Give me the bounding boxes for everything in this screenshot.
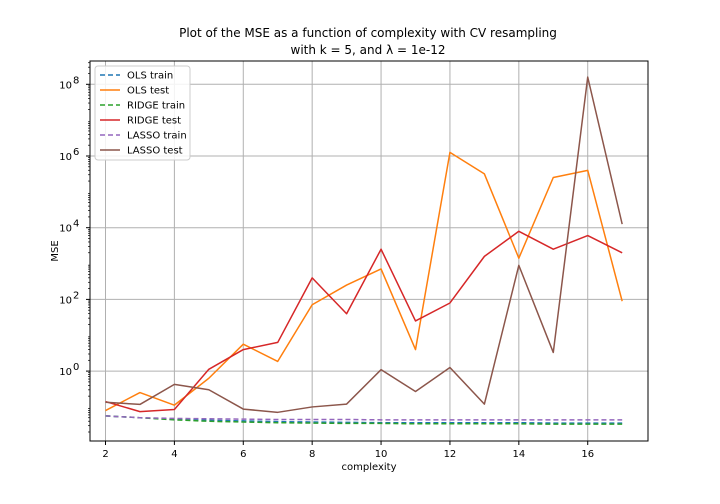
y-tick-label-exponent: 6 bbox=[73, 147, 79, 158]
legend-label-ols-test: OLS test bbox=[127, 86, 169, 97]
y-tick-label: 10 bbox=[59, 295, 72, 306]
series-line-lasso-test bbox=[105, 76, 623, 414]
y-tick-label-exponent: 8 bbox=[73, 75, 79, 86]
x-tick-label: 16 bbox=[581, 449, 594, 460]
y-tick-label-exponent: 0 bbox=[73, 362, 79, 373]
x-tick-label: 8 bbox=[309, 449, 315, 460]
y-tick-label: 10 bbox=[59, 224, 72, 235]
x-tick-label: 4 bbox=[171, 449, 177, 460]
x-tick-label: 14 bbox=[512, 449, 525, 460]
y-tick-label: 10 bbox=[59, 152, 72, 163]
y-tick-label-exponent: 4 bbox=[73, 219, 79, 230]
y-axis-label: MSE bbox=[50, 240, 61, 261]
y-tick-label-exponent: 2 bbox=[73, 290, 79, 301]
x-tick-label: 2 bbox=[102, 449, 108, 460]
x-axis-label: complexity bbox=[342, 462, 397, 473]
legend-label-ridge-train: RIDGE train bbox=[127, 101, 185, 112]
legend: OLS train OLS test RIDGE train RIDGE test LA… bbox=[94, 65, 191, 161]
series-line-ols-train bbox=[105, 415, 623, 424]
chart-title-line-1: Plot of the MSE as a function of complex… bbox=[179, 26, 557, 40]
x-tick-label: 10 bbox=[375, 449, 388, 460]
chart-title-line-2: with k = 5, and λ = 1e-12 bbox=[291, 43, 446, 57]
series-line-ols-test bbox=[105, 151, 623, 412]
series-line-ridge-test bbox=[105, 230, 623, 413]
plot-frame bbox=[89, 60, 649, 442]
y-tick-label: 10 bbox=[59, 80, 72, 91]
x-tick-label: 6 bbox=[240, 449, 246, 460]
legend-label-ridge-test: RIDGE test bbox=[127, 116, 181, 127]
series-line-lasso-train bbox=[105, 415, 623, 421]
legend-label-lasso-train: LASSO train bbox=[127, 131, 187, 142]
y-tick-label: 10 bbox=[59, 367, 72, 378]
legend-label-ols-train: OLS train bbox=[127, 71, 173, 82]
series-line-ridge-train bbox=[105, 415, 623, 425]
legend-label-lasso-test: LASSO test bbox=[127, 146, 183, 157]
x-tick-label: 12 bbox=[444, 449, 457, 460]
series-layer bbox=[105, 76, 623, 425]
